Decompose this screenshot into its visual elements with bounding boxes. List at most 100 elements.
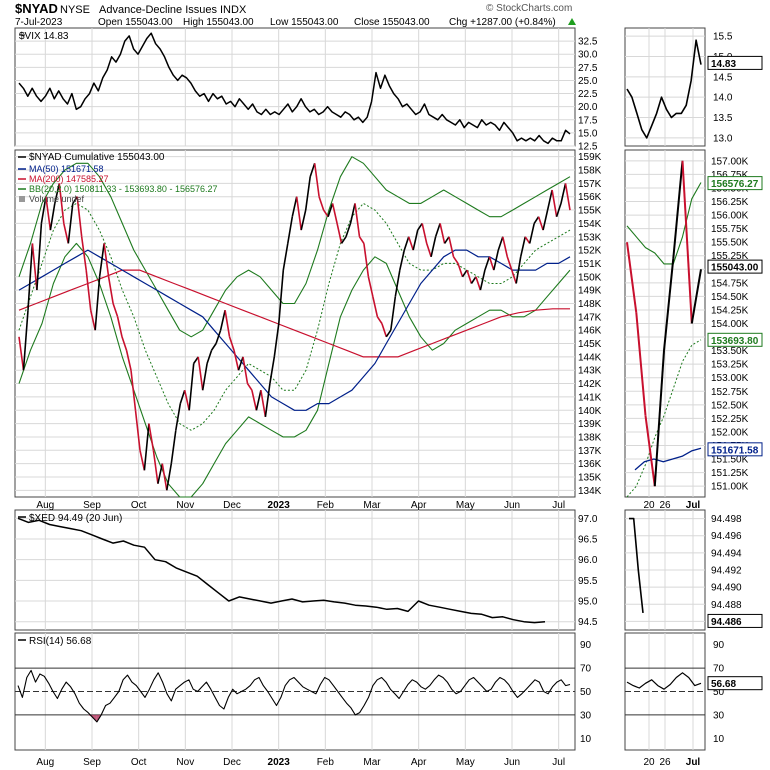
nyad-price-segment — [210, 343, 217, 351]
zoom-bb-lower-tag-box — [707, 332, 763, 347]
nyad-price-segment — [98, 243, 105, 277]
volume-legend: Volume undef — [29, 194, 85, 204]
vix-zoom-y-tick: 14.0 — [713, 93, 733, 104]
nyad-price-segment — [376, 316, 383, 324]
vix-y-tick: 12.5 — [578, 142, 598, 153]
nyad-price-segment — [457, 263, 464, 278]
nyad-price-segment — [251, 390, 258, 411]
nyad-price-segment — [327, 203, 334, 217]
xed-zoom-series-line — [629, 517, 644, 613]
nyad-price-segment — [533, 216, 540, 224]
nyad-price-segment — [80, 236, 87, 271]
nyad-price-segment — [255, 390, 262, 411]
month-label-bottom: Apr — [411, 757, 427, 768]
nyad-zoom-y-tick: 157.00K — [711, 156, 749, 167]
nyad-price-segment — [224, 310, 231, 337]
ma50-line — [18, 249, 571, 411]
nyad-price-segment — [430, 236, 437, 257]
nyad-price-segment — [197, 356, 204, 391]
nyad-price-segment — [515, 256, 522, 284]
zoom-price-segment — [626, 242, 638, 313]
nyad-price-segment — [407, 236, 414, 251]
xed-y-tick: 94.5 — [578, 617, 598, 628]
month-label: Sep — [83, 500, 101, 511]
nyad-zoom-y-tick: 152.25K — [711, 414, 749, 425]
header-exchange: NYSE — [60, 4, 90, 16]
month-label: Feb — [317, 500, 335, 511]
rsi-zoom-y-tick: 90 — [713, 640, 725, 651]
month-label: May — [456, 500, 475, 511]
nyad-zoom-y-tick: 156.75K — [711, 170, 749, 181]
vix-y-tick: 15.0 — [578, 128, 598, 139]
xed-y-tick: 96.5 — [578, 534, 598, 545]
vix-y-tick: 25.0 — [578, 76, 598, 87]
month-label: Aug — [36, 500, 54, 511]
header-type: INDX — [220, 4, 247, 16]
vix-last-value-tag-box — [707, 55, 763, 70]
month-label-bottom: Feb — [317, 757, 335, 768]
zoom-price-segment — [663, 258, 675, 351]
zoom-bb-lower-tag: 153693.80 — [711, 336, 759, 347]
header-high: High 155043.00 — [183, 17, 254, 28]
header-date: 7-Jul-2023 — [15, 17, 63, 28]
nyad-price-segment — [94, 276, 101, 331]
nyad-price-segment — [264, 383, 271, 418]
month-label-bottom: Jul — [552, 757, 565, 768]
zoom-ma50-tag-box — [707, 442, 763, 457]
nyad-price-segment — [143, 423, 150, 471]
nyad-y-tick: 141K — [578, 392, 602, 403]
nyad-price-segment — [54, 183, 61, 204]
zoom-price-segment — [672, 160, 684, 259]
nyad-price-segment — [260, 390, 267, 418]
vix-y-tick: 32.5 — [578, 37, 598, 48]
rsi-zoom-y-tick: 10 — [713, 734, 725, 745]
nyad-price-segment — [282, 243, 289, 271]
zoom-bb-upper-tag: 156576.27 — [711, 179, 759, 190]
rsi-zoom-y-tick: 50 — [713, 687, 725, 698]
nyad-zoom-y-tick: 155.25K — [711, 251, 749, 262]
nyad-y-tick: 156K — [578, 192, 602, 203]
xed-series-line — [17, 517, 546, 624]
header-low: Low 155043.00 — [270, 17, 339, 28]
month-label: Mar — [363, 500, 381, 511]
nyad-zoom-y-tick: 154.75K — [711, 278, 749, 289]
nyad-price-segment — [76, 196, 83, 237]
nyad-y-tick: 158K — [578, 166, 602, 177]
vix-zoom-series-line — [626, 39, 702, 139]
nyad-price-segment — [287, 216, 294, 244]
rsi-y-tick: 10 — [580, 734, 592, 745]
nyad-price-segment — [273, 323, 280, 358]
nyad-price-segment — [537, 216, 544, 231]
nyad-price-segment — [295, 196, 302, 231]
nyad-price-segment — [304, 176, 311, 211]
xed-zoom-y-tick: 94.490 — [711, 583, 742, 594]
nyad-zoom-y-tick: 152.75K — [711, 387, 749, 398]
vix-y-tick: 20.0 — [578, 102, 598, 113]
nyad-price-segment — [345, 223, 352, 238]
volume-legend-swatch — [19, 196, 25, 202]
zoom-price-segment — [635, 312, 647, 416]
header-close: Close 155043.00 — [354, 17, 430, 28]
zoom-price-segment — [681, 160, 693, 324]
nyad-price-segment — [524, 236, 531, 244]
xed-zoom-y-tick: 94.496 — [711, 531, 742, 542]
nyad-price-segment — [542, 209, 549, 231]
nyad-price-segment — [309, 163, 316, 177]
xed-last-value-tag: 94.486 — [711, 617, 742, 628]
nyad-price-segment — [443, 236, 450, 244]
xed-zoom-y-tick: 94.488 — [711, 600, 742, 611]
nyad-y-tick: 157K — [578, 179, 602, 190]
nyad-price-segment — [166, 463, 173, 491]
zoom-close-tag: 155043.00 — [711, 263, 759, 274]
nyad-zoom-y-tick: 154.00K — [711, 319, 749, 330]
zoom-date-label: Jul — [686, 500, 701, 511]
nyad-y-tick: 155K — [578, 206, 602, 217]
bb-legend: BB(20,2.0) 150811.33 - 153693.80 - 15657… — [29, 184, 217, 194]
nyad-price-segment — [107, 276, 114, 304]
nyad-price-segment — [403, 236, 410, 251]
nyad-price-segment — [354, 203, 361, 237]
rsi-y-tick: 70 — [580, 664, 592, 675]
nyad-y-tick: 146K — [578, 326, 602, 337]
nyad-price-segment — [161, 463, 168, 491]
